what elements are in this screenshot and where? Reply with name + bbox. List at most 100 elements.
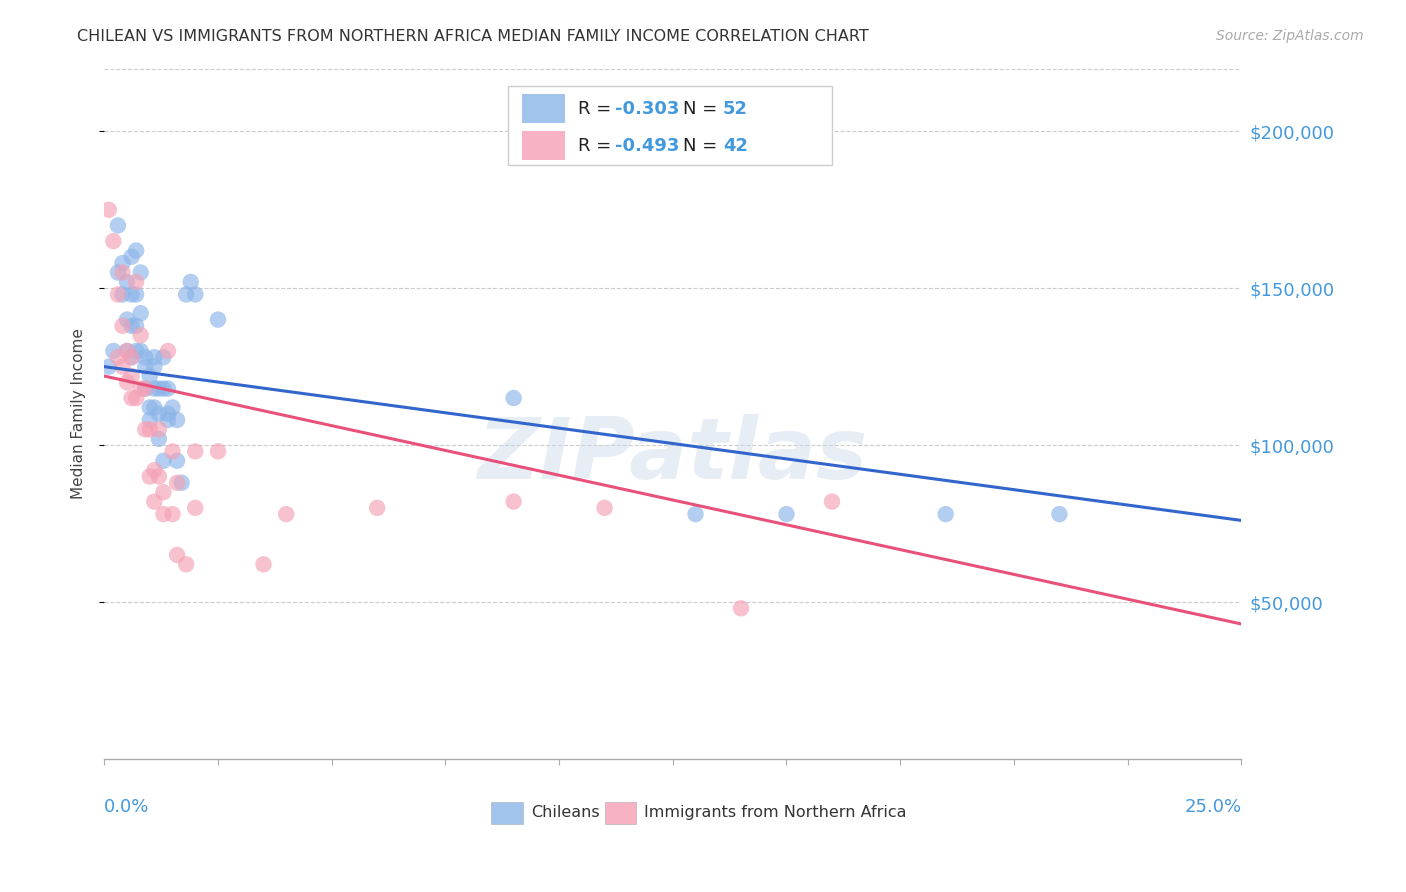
Point (775, 507, 797, 521)
Point (148, 422, 170, 436)
Point (207, 444, 229, 458)
Point (166, 454, 188, 468)
Point (129, 382, 152, 396)
Text: 52: 52 (723, 100, 748, 118)
Point (148, 432, 170, 446)
Text: -0.303: -0.303 (614, 100, 679, 118)
Point (143, 494, 166, 508)
Point (115, 312, 138, 326)
Point (121, 250, 143, 264)
Y-axis label: Median Family Income: Median Family Income (72, 328, 86, 500)
Point (152, 507, 174, 521)
Point (162, 444, 184, 458)
Point (143, 359, 166, 374)
Point (935, 507, 957, 521)
Point (121, 287, 143, 301)
Text: N =: N = (683, 100, 723, 118)
Point (115, 275, 138, 289)
Point (103, 234, 125, 248)
FancyBboxPatch shape (491, 802, 523, 824)
Point (143, 401, 166, 415)
Point (143, 463, 166, 477)
Point (111, 318, 134, 333)
Point (170, 475, 193, 490)
Point (152, 350, 174, 364)
Point (115, 343, 138, 358)
Point (166, 548, 188, 562)
Text: Immigrants from Northern Africa: Immigrants from Northern Africa (644, 805, 907, 820)
Point (134, 382, 156, 396)
Point (152, 485, 174, 500)
Text: R =: R = (578, 136, 617, 155)
Text: 42: 42 (723, 136, 748, 155)
Point (1047, 507, 1070, 521)
Point (125, 244, 148, 258)
Point (129, 265, 152, 279)
Text: -0.493: -0.493 (614, 136, 679, 155)
Point (121, 350, 143, 364)
Point (207, 312, 229, 326)
Point (148, 382, 170, 396)
Point (129, 328, 152, 343)
Point (184, 500, 207, 515)
Point (152, 382, 174, 396)
Point (156, 407, 179, 421)
Point (366, 500, 388, 515)
Point (97, 202, 120, 217)
Point (111, 287, 134, 301)
Point (502, 494, 524, 508)
Text: R =: R = (578, 100, 617, 118)
Point (139, 369, 162, 384)
Text: Chileans: Chileans (530, 805, 599, 820)
Point (162, 401, 184, 415)
Point (125, 391, 148, 405)
Point (593, 500, 616, 515)
Point (134, 350, 156, 364)
FancyBboxPatch shape (605, 802, 637, 824)
Point (730, 601, 752, 615)
Point (111, 359, 134, 374)
Point (103, 343, 125, 358)
FancyBboxPatch shape (522, 131, 565, 161)
Point (111, 256, 134, 270)
Point (821, 494, 844, 508)
Text: 25.0%: 25.0% (1184, 797, 1241, 816)
Point (685, 507, 707, 521)
Point (134, 422, 156, 436)
Point (125, 287, 148, 301)
Point (276, 507, 298, 521)
Point (134, 359, 156, 374)
Point (156, 343, 179, 358)
Point (107, 219, 129, 233)
Point (125, 318, 148, 333)
Point (252, 558, 274, 572)
Point (174, 287, 197, 301)
Text: N =: N = (683, 136, 723, 155)
Text: CHILEAN VS IMMIGRANTS FROM NORTHERN AFRICA MEDIAN FAMILY INCOME CORRELATION CHAR: CHILEAN VS IMMIGRANTS FROM NORTHERN AFRI… (77, 29, 869, 44)
FancyBboxPatch shape (522, 94, 565, 123)
Point (156, 413, 179, 427)
Point (174, 558, 197, 572)
Point (502, 391, 524, 405)
Point (139, 469, 162, 483)
FancyBboxPatch shape (508, 86, 832, 165)
Text: ZIPatlas: ZIPatlas (478, 414, 868, 497)
Point (180, 275, 202, 289)
Point (139, 413, 162, 427)
Point (121, 391, 143, 405)
Text: Source: ZipAtlas.com: Source: ZipAtlas.com (1216, 29, 1364, 43)
Point (148, 407, 170, 421)
Point (125, 343, 148, 358)
Point (111, 265, 134, 279)
Point (115, 343, 138, 358)
Point (184, 287, 207, 301)
Point (97, 359, 120, 374)
Point (107, 265, 129, 279)
Point (166, 475, 188, 490)
Point (129, 306, 152, 320)
Point (166, 413, 188, 427)
Point (139, 422, 162, 436)
Point (134, 382, 156, 396)
Point (156, 382, 179, 396)
Point (184, 444, 207, 458)
